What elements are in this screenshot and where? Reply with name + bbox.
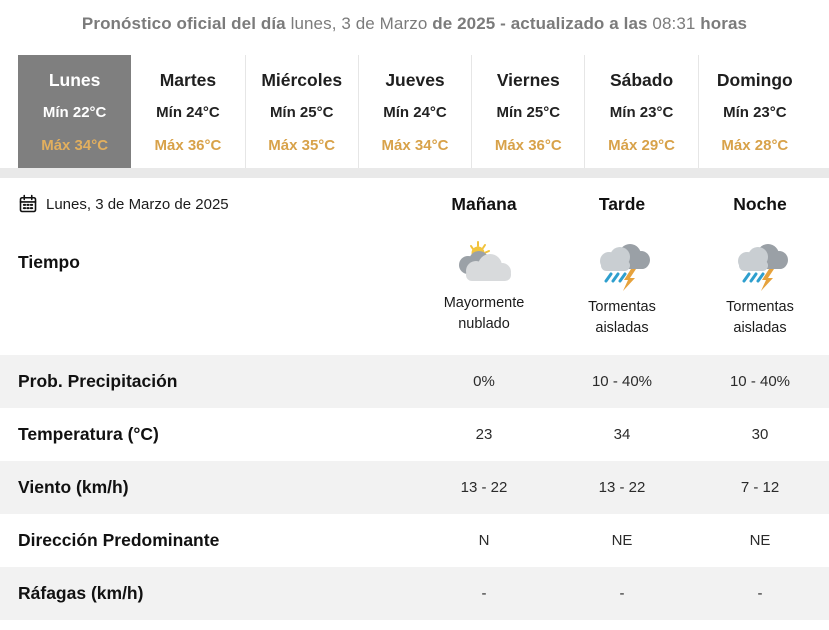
table-row-viento: Viento (km/h) 13 - 22 13 - 22 7 - 12	[0, 461, 829, 514]
tab-day-label: Domingo	[716, 70, 793, 90]
tab-day-label: Lunes	[48, 70, 101, 90]
tab-max-temp: Máx 35°C	[268, 137, 336, 154]
cell-value: 30	[751, 426, 769, 443]
row-label: Viento (km/h)	[18, 477, 129, 497]
column-header-noche: Noche	[733, 193, 787, 214]
table-row-direccion: Dirección Predominante N NE NE	[0, 514, 829, 567]
tab-max-temp: Máx 36°C	[154, 137, 222, 154]
columns-header-row: Lunes, 3 de Marzo de 2025 Mañana Tarde N…	[0, 178, 829, 230]
section-divider	[0, 168, 829, 178]
cell-value: 13 - 22	[598, 479, 646, 496]
column-header-tarde: Tarde	[598, 193, 646, 214]
tab-min-temp: Mín 24°C	[383, 104, 447, 121]
cell-value: 7 - 12	[740, 479, 780, 496]
tab-max-temp: Máx 28°C	[721, 137, 789, 154]
row-label: Ráfagas (km/h)	[18, 583, 144, 603]
tab-min-temp: Mín 24°C	[156, 104, 220, 121]
tab-max-temp: Máx 36°C	[494, 137, 562, 154]
weather-caption: Tormentas aisladas	[588, 299, 656, 337]
title-segment: lunes, 3 de Marzo	[290, 14, 428, 33]
table-row-precipitacion: Prob. Precipitación 0% 10 - 40% 10 - 40%	[0, 355, 829, 408]
weather-cell-manana: Mayormente nublado	[415, 238, 553, 335]
column-header-manana: Mañana	[451, 193, 517, 214]
weather-cell-noche: Tormentas aisladas	[691, 238, 829, 339]
title-segment: de 2025	[432, 14, 496, 33]
storm-icon	[727, 238, 793, 292]
tab-min-temp: Mín 23°C	[609, 104, 674, 121]
weather-caption: Mayormente nublado	[443, 295, 525, 333]
selected-date-label: Lunes, 3 de Marzo de 2025	[46, 195, 229, 213]
cell-value: 34	[613, 426, 631, 443]
row-label-tiempo: Tiempo	[18, 252, 80, 272]
title-segment: - actualizado a las	[500, 14, 648, 33]
cell-value: 10 - 40%	[729, 373, 791, 390]
cell-value: NE	[611, 532, 633, 549]
day-tab-viernes[interactable]: Viernes Mín 25°C Máx 36°C	[471, 55, 585, 168]
day-tab-jueves[interactable]: Jueves Mín 24°C Máx 34°C	[357, 55, 472, 168]
day-tab-miercoles[interactable]: Miércoles Mín 25°C Máx 35°C	[244, 55, 358, 168]
storm-icon	[589, 238, 655, 292]
tab-max-temp: Máx 34°C	[381, 137, 449, 154]
row-label: Temperatura (°C)	[18, 424, 159, 444]
tab-day-label: Jueves	[385, 70, 445, 90]
day-tab-sabado[interactable]: Sábado Mín 23°C Máx 29°C	[584, 55, 698, 168]
cell-value: -	[757, 585, 763, 602]
calendar-icon	[18, 194, 38, 214]
tab-max-temp: Máx 29°C	[608, 137, 675, 154]
title-segment: 08:31	[652, 14, 696, 33]
tab-day-label: Miércoles	[261, 70, 343, 90]
selected-date: Lunes, 3 de Marzo de 2025	[18, 194, 415, 214]
cell-value: NE	[749, 532, 771, 549]
cell-value: -	[481, 585, 487, 602]
table-row-rafagas: Ráfagas (km/h) - - -	[0, 567, 829, 620]
tab-day-label: Martes	[159, 70, 217, 90]
cell-value: -	[619, 585, 625, 602]
tab-min-temp: Mín 25°C	[496, 104, 561, 121]
day-tab-domingo[interactable]: Domingo Mín 23°C Máx 28°C	[697, 55, 811, 168]
cell-value: 23	[475, 426, 493, 443]
tab-min-temp: Mín 23°C	[723, 104, 787, 121]
tab-day-label: Viernes	[496, 70, 560, 90]
cell-value: N	[478, 532, 490, 549]
weather-cell-tarde: Tormentas aisladas	[553, 238, 691, 339]
tab-day-label: Sábado	[609, 70, 674, 90]
title-segment: Pronóstico oficial del día	[81, 14, 286, 33]
table-row-temperatura: Temperatura (°C) 23 34 30	[0, 408, 829, 461]
weather-caption: Tormentas aisladas	[726, 299, 794, 337]
tab-min-temp: Mín 25°C	[269, 104, 334, 121]
cell-value: 13 - 22	[460, 479, 508, 496]
weather-row: Tiempo	[0, 230, 829, 355]
tab-min-temp: Mín 22°C	[42, 104, 107, 121]
page-title: Pronóstico oficial del día lunes, 3 de M…	[0, 0, 829, 55]
tab-max-temp: Máx 34°C	[41, 137, 109, 154]
cell-value: 0%	[473, 373, 495, 390]
mostly-cloudy-icon	[451, 238, 517, 288]
day-tab-martes[interactable]: Martes Mín 24°C Máx 36°C	[131, 55, 245, 168]
day-tab-lunes[interactable]: Lunes Mín 22°C Máx 34°C	[18, 55, 132, 168]
day-tabs: Lunes Mín 22°C Máx 34°C Martes Mín 24°C …	[18, 55, 811, 168]
cell-value: 10 - 40%	[591, 373, 653, 390]
row-label: Prob. Precipitación	[18, 371, 178, 391]
row-label: Dirección Predominante	[18, 530, 220, 550]
title-segment: horas	[700, 14, 748, 33]
